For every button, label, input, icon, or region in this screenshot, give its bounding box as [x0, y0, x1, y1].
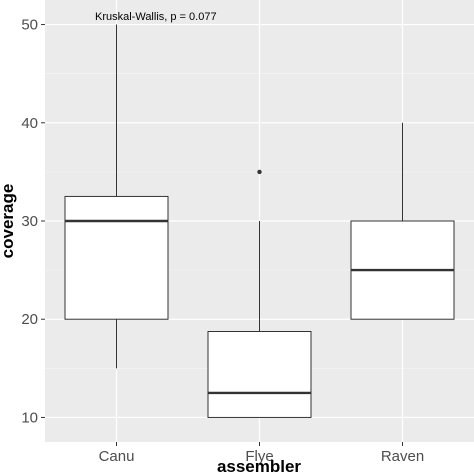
y-axis-title: coverage: [0, 184, 17, 259]
box-series: [64, 24, 455, 418]
kruskal-wallis-annotation: Kruskal-Wallis, p = 0.077: [95, 11, 217, 23]
x-axis-ticks: Canu Flye Raven: [99, 442, 424, 465]
box-canu: [64, 24, 169, 369]
y-axis-ticks: 10 20 30 40 50: [21, 17, 45, 426]
outlier-point: [257, 169, 262, 175]
box-flye: [207, 169, 312, 418]
x-tick-label: Raven: [381, 448, 424, 465]
x-axis-title: assembler: [217, 457, 301, 474]
box-iqr: [64, 195, 169, 320]
y-tick-label: 20: [21, 311, 38, 328]
y-tick-label: 10: [21, 409, 38, 426]
x-tick-label: Canu: [99, 448, 135, 465]
x-tick-label: Flye: [245, 448, 273, 465]
y-tick-label: 40: [21, 115, 38, 132]
y-tick-label: 30: [21, 213, 38, 230]
y-tick-label: 50: [21, 17, 38, 34]
box-iqr: [207, 331, 312, 418]
box-raven: [350, 122, 455, 320]
